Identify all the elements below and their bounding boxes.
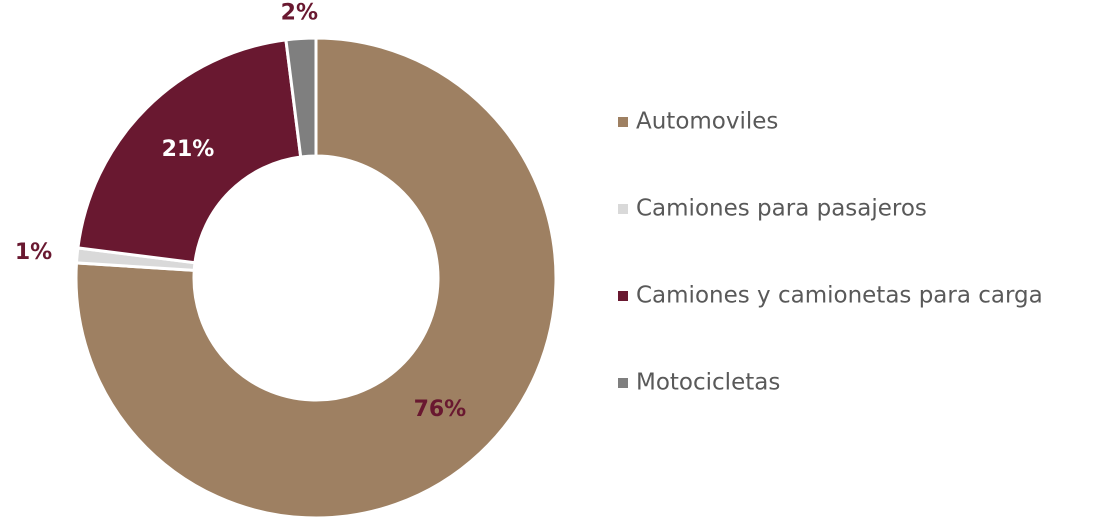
donut-slice <box>76 38 303 265</box>
donut-slice <box>284 36 318 159</box>
value-label: 2% <box>281 1 318 26</box>
legend-swatch <box>618 378 628 388</box>
value-label: 1% <box>15 240 52 265</box>
donut-slice <box>74 36 558 517</box>
legend-label: Motocicletas <box>636 370 780 396</box>
value-label: 76% <box>414 397 467 422</box>
legend-label: Camiones para pasajeros <box>636 196 927 222</box>
legend-swatch <box>618 291 628 301</box>
value-label: 21% <box>162 137 215 162</box>
legend-label: Camiones y camionetas para carga <box>636 283 1043 309</box>
legend-swatch <box>618 204 628 214</box>
legend-swatch <box>618 117 628 127</box>
legend-label: Automoviles <box>636 109 778 135</box>
